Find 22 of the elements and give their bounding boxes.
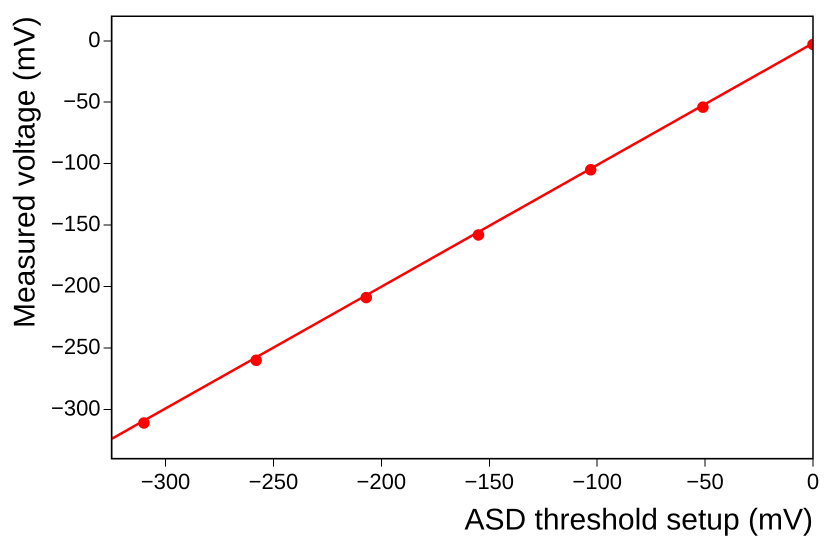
point [472, 229, 484, 241]
x-tick-label: −250 [248, 468, 298, 494]
x-tick-label: −100 [572, 468, 622, 494]
x-tick-label: −200 [356, 468, 406, 494]
y-tick-label: −50 [63, 88, 101, 114]
y-tick-label: −300 [50, 396, 101, 421]
y-tick-label: −150 [50, 211, 101, 236]
x-axis-title: ASD threshold setup (mV) [464, 503, 813, 536]
point [697, 101, 709, 113]
y-tick-label: 0 [88, 26, 101, 52]
point [250, 354, 262, 366]
x-tick-label: −300 [140, 468, 190, 494]
y-axis-title: Measured voltage (mV) [8, 16, 42, 328]
point [584, 164, 596, 176]
x-tick-label: −50 [686, 468, 724, 494]
y-tick-label: −200 [50, 272, 101, 298]
y-tick-label: −100 [50, 150, 101, 175]
x-tick-label: 0 [806, 468, 820, 494]
point [360, 292, 372, 304]
x-tick-label: −150 [464, 468, 514, 494]
point [138, 417, 150, 429]
y-tick-label: −250 [50, 334, 101, 360]
